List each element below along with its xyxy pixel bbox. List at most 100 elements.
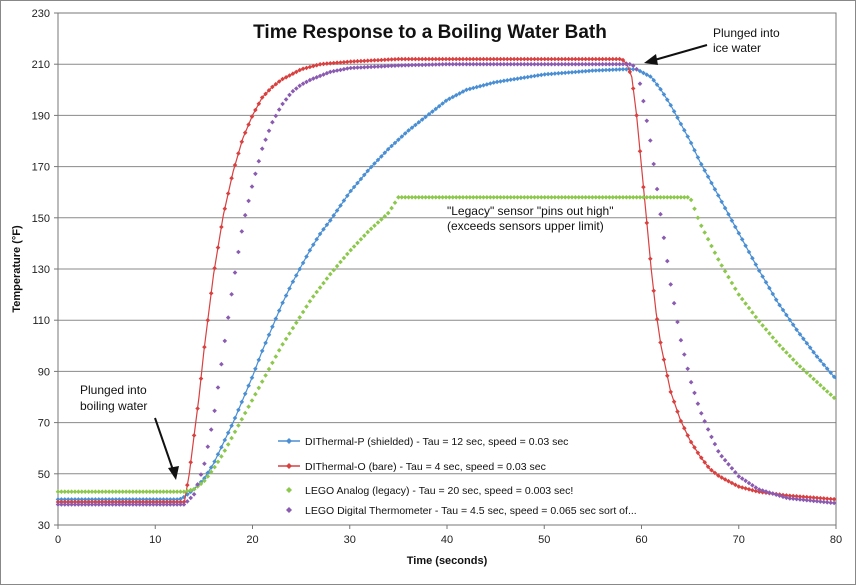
data-point-lego-analog (375, 220, 381, 225)
data-point-dithermal-p (767, 285, 772, 291)
data-point-dithermal-o (399, 56, 405, 62)
data-point-lego-analog (790, 357, 796, 362)
data-point-dithermal-o (123, 499, 129, 505)
data-point-lego-digital (59, 502, 64, 507)
data-point-dithermal-o (396, 56, 401, 62)
data-point-dithermal-p (225, 430, 231, 436)
data-point-lego-analog (379, 217, 384, 222)
data-point-lego-analog (658, 195, 663, 200)
data-point-lego-analog (311, 294, 316, 299)
data-point-lego-analog (542, 195, 547, 200)
data-point-lego-digital (498, 61, 503, 67)
data-point-lego-digital (270, 119, 275, 125)
data-point-lego-analog (130, 489, 136, 494)
data-point-dithermal-o (256, 101, 262, 107)
data-point-lego-analog (586, 195, 592, 200)
data-point-lego-digital (341, 66, 347, 72)
data-point-lego-digital (185, 499, 190, 504)
data-point-lego-analog (596, 195, 602, 200)
data-point-dithermal-p (750, 255, 755, 261)
data-point-dithermal-p (89, 497, 95, 502)
data-point-dithermal-o (729, 480, 735, 486)
data-point-lego-analog (617, 195, 622, 200)
data-point-dithermal-p (208, 465, 214, 470)
data-point-dithermal-o (202, 344, 207, 350)
data-point-lego-analog (79, 489, 85, 494)
data-point-lego-digital (399, 63, 405, 68)
data-point-dithermal-p (174, 497, 180, 502)
data-point-lego-analog (627, 195, 633, 200)
data-point-lego-digital (685, 366, 690, 372)
data-point-lego-digital (712, 441, 718, 447)
data-point-dithermal-o (566, 56, 571, 62)
data-point-dithermal-o (385, 57, 391, 62)
data-point-dithermal-o (208, 291, 214, 296)
data-point-dithermal-o (341, 59, 347, 65)
data-point-dithermal-o (345, 59, 350, 65)
data-point-lego-digital (777, 493, 782, 498)
data-point-lego-digital (355, 65, 360, 70)
annotation-ice-line-2: ice water (713, 41, 761, 55)
data-point-lego-digital (491, 61, 496, 67)
data-point-dithermal-p (297, 266, 302, 272)
data-point-dithermal-p (678, 121, 684, 127)
data-point-lego-analog (144, 489, 149, 494)
data-point-lego-digital (89, 502, 95, 507)
data-point-lego-digital (168, 502, 173, 507)
data-point-dithermal-o (324, 61, 330, 66)
data-point-dithermal-o (688, 439, 694, 445)
data-point-dithermal-o (549, 56, 554, 62)
data-point-lego-analog (767, 331, 772, 336)
data-point-dithermal-o (433, 56, 439, 62)
data-point-dithermal-p (365, 168, 370, 174)
data-point-dithermal-o (358, 58, 364, 64)
data-point-dithermal-o (671, 399, 677, 404)
data-point-lego-digital (739, 476, 745, 481)
data-point-dithermal-o (753, 488, 759, 494)
data-point-lego-analog (55, 489, 61, 494)
data-point-lego-digital (488, 61, 493, 67)
data-point-lego-digital (746, 480, 752, 486)
data-point-dithermal-p (368, 164, 374, 170)
data-point-dithermal-p (596, 68, 602, 73)
data-point-dithermal-o (804, 494, 810, 500)
data-point-lego-analog (205, 474, 211, 479)
data-point-lego-digital (603, 61, 609, 67)
data-point-dithermal-p (385, 146, 391, 152)
data-point-dithermal-p (709, 180, 714, 186)
data-point-lego-analog (494, 195, 500, 200)
data-point-dithermal-p (773, 297, 779, 303)
legend-item-lego-analog: LEGO Analog (legacy) - Tau = 20 sec, spe… (286, 485, 573, 497)
data-point-lego-analog (682, 195, 687, 200)
data-point-lego-analog (726, 274, 731, 280)
data-point-lego-digital (436, 62, 442, 67)
data-point-lego-digital (297, 83, 302, 89)
data-point-lego-digital (743, 478, 748, 484)
data-point-lego-digital (627, 61, 633, 67)
data-point-dithermal-o (498, 56, 503, 62)
data-point-dithermal-o (610, 56, 616, 62)
data-point-lego-analog (338, 259, 343, 265)
data-point-lego-analog (545, 195, 551, 200)
data-point-lego-digital (103, 502, 108, 507)
data-point-dithermal-o (249, 114, 255, 119)
tick-label-x: 20 (246, 534, 258, 546)
data-point-lego-analog (106, 489, 112, 494)
data-point-lego-analog (219, 454, 224, 459)
data-point-lego-digital (338, 67, 343, 73)
data-point-lego-digital (229, 292, 234, 297)
data-point-lego-analog (811, 376, 816, 382)
data-point-lego-analog (436, 195, 442, 200)
data-point-lego-digital (55, 502, 61, 507)
data-point-dithermal-p (236, 407, 241, 413)
data-point-dithermal-p (525, 74, 530, 80)
data-point-lego-analog (358, 237, 364, 242)
data-point-lego-digital (392, 63, 398, 68)
data-point-dithermal-o (283, 75, 289, 80)
data-point-dithermal-o (276, 79, 282, 84)
data-point-lego-digital (651, 161, 656, 167)
data-point-lego-analog (457, 195, 462, 200)
data-point-dithermal-p (317, 231, 323, 237)
data-point-dithermal-o (215, 245, 221, 250)
data-point-lego-digital (314, 75, 319, 80)
